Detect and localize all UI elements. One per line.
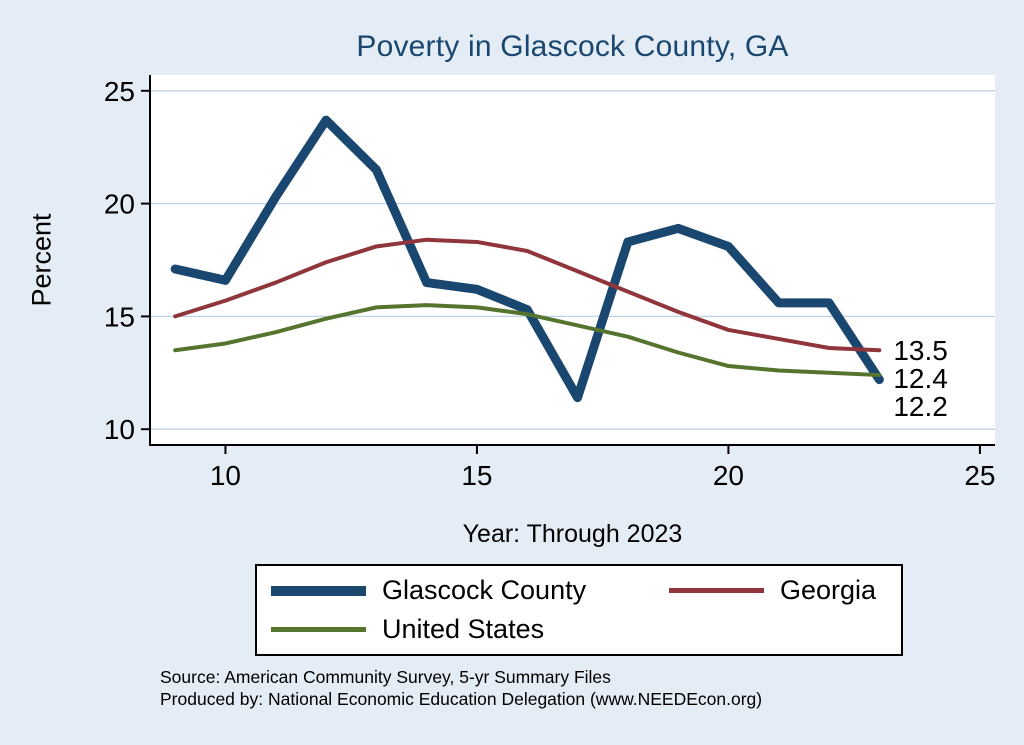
series-line-glascock-county: [170, 115, 884, 403]
series-line-georgia: [173, 237, 882, 353]
end-label: 12.2: [893, 391, 948, 422]
y-tick-label: 25: [104, 76, 135, 107]
x-tick-label: 25: [964, 460, 995, 491]
legend-item-united-states: United States: [271, 614, 669, 645]
source-note: Source: American Community Survey, 5-yr …: [160, 666, 762, 710]
legend-item-georgia: Georgia: [669, 575, 901, 606]
legend-line-glascock-county: [271, 585, 366, 596]
legend-label-united-states: United States: [382, 614, 545, 644]
legend-item-glascock-county: Glascock County: [271, 575, 669, 606]
x-axis-title: Year: Through 2023: [462, 520, 683, 548]
legend: Glascock County Georgia United States: [255, 564, 903, 656]
x-tick-label: 10: [210, 460, 241, 491]
y-tick-label: 15: [104, 301, 135, 332]
y-tick-label: 10: [104, 414, 135, 445]
legend-label-glascock-county: Glascock County: [382, 575, 587, 605]
y-tick-label: 20: [104, 189, 135, 220]
end-label: 13.5: [893, 335, 948, 366]
x-tick-label: 15: [461, 460, 492, 491]
legend-label-georgia: Georgia: [780, 575, 877, 605]
legend-line-united-states: [271, 627, 366, 632]
series-line-united-states: [173, 303, 882, 378]
source-line-2: Produced by: National Economic Education…: [160, 689, 763, 709]
x-tick-label: 20: [713, 460, 744, 491]
legend-line-georgia: [669, 588, 764, 593]
chart-title: Poverty in Glascock County, GA: [356, 30, 789, 63]
source-line-1: Source: American Community Survey, 5-yr …: [160, 667, 611, 687]
end-label: 12.4: [893, 363, 948, 394]
